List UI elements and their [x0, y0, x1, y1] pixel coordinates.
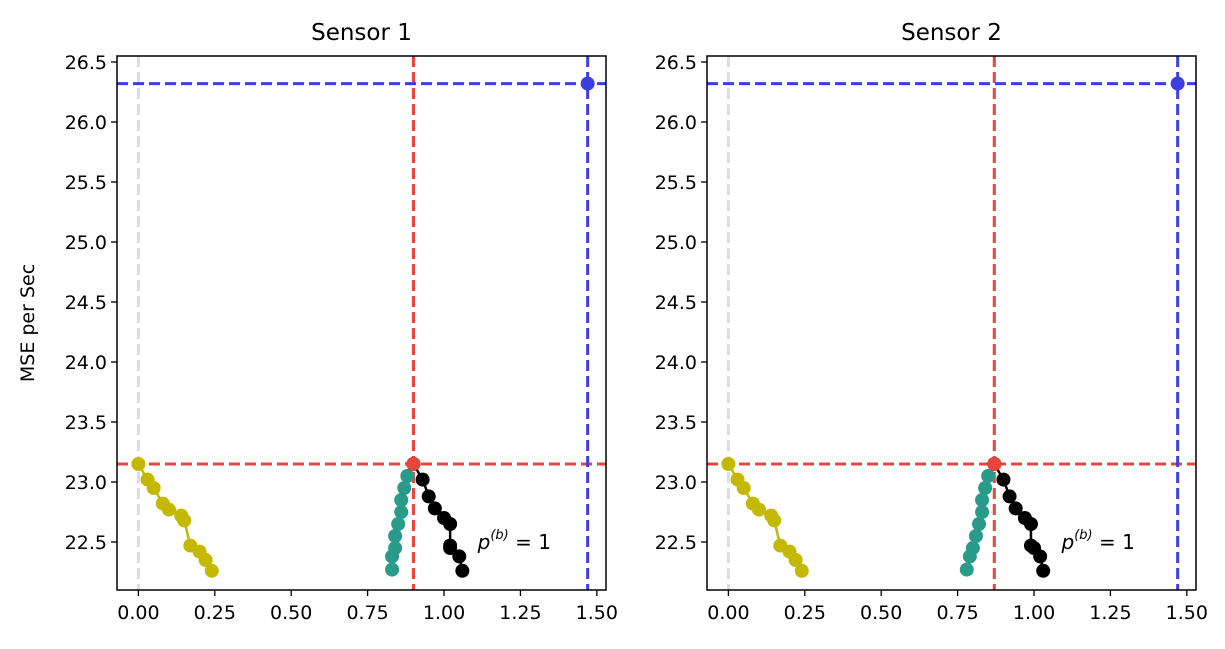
annotation-label: p(b) = 1: [477, 528, 551, 554]
data-point: [385, 562, 400, 577]
data-point: [788, 553, 803, 567]
y-tick-label: 26.0: [655, 112, 697, 134]
data-point: [968, 529, 983, 543]
data-point: [421, 489, 436, 504]
y-tick-label: 23.0: [655, 472, 697, 494]
data-point: [427, 501, 442, 516]
y-tick-label: 24.0: [655, 352, 697, 374]
x-tick-label: 1.50: [576, 602, 618, 624]
data-point: [455, 563, 470, 578]
x-tick-label: 1.25: [499, 602, 541, 624]
data-point: [975, 493, 990, 507]
data-point: [198, 553, 213, 567]
data-point: [794, 563, 809, 578]
y-tick-label: 24.0: [65, 352, 107, 374]
data-point: [996, 472, 1011, 487]
data-point: [1036, 563, 1051, 578]
y-tick-label: 25.5: [655, 172, 697, 194]
y-tick-label: 24.5: [65, 292, 107, 314]
data-point: [736, 481, 751, 495]
chart-title: Sensor 2: [901, 20, 1002, 46]
annotation-label: p(b) = 1: [1061, 528, 1135, 554]
data-point: [751, 502, 766, 517]
data-point: [972, 517, 987, 531]
axes-frame: [116, 55, 607, 591]
x-tick-label: 1.25: [1089, 602, 1131, 624]
y-axis-label: MSE per Sec: [17, 264, 39, 382]
chart-panel-1: 0.00 0.25 0.50 0.75 1.00 1.25 1.50 22.5 23.0 23.5…: [17, 20, 618, 624]
data-point: [391, 517, 406, 531]
data-point: [400, 469, 415, 483]
data-point: [767, 513, 782, 528]
data-point: [978, 481, 993, 495]
chart-panel-2: 0.00 0.25 0.50 0.75 1.00 1.25 1.50 22.5 23.0 23.5…: [655, 20, 1208, 624]
data-point: [959, 562, 974, 577]
data-point: [397, 481, 412, 495]
data-point: [146, 481, 161, 495]
x-tick-label: 0.50: [860, 602, 902, 624]
data-point: [452, 549, 467, 564]
data-point: [394, 493, 409, 507]
data-point: [1023, 517, 1038, 531]
chart-title: Sensor 1: [311, 20, 412, 46]
data-point: [177, 513, 192, 528]
x-tick-label: 0.25: [194, 602, 236, 624]
y-tick-label: 23.5: [65, 412, 107, 434]
data-point: [131, 457, 146, 471]
x-tick-label: 0.00: [707, 602, 749, 624]
data-point: [1008, 501, 1023, 516]
plot-area: [707, 56, 1196, 590]
y-tick-label: 25.5: [65, 172, 107, 194]
axes-frame: [706, 55, 1197, 591]
data-point: [388, 529, 403, 543]
data-point: [1170, 76, 1185, 91]
data-point: [721, 457, 736, 471]
x-tick-label: 0.75: [346, 602, 388, 624]
y-tick-label: 22.5: [655, 532, 697, 554]
data-point: [385, 549, 400, 564]
data-point: [161, 502, 176, 517]
y-tick-label: 22.5: [65, 532, 107, 554]
x-tick-label: 0.25: [784, 602, 826, 624]
plot-area: [117, 56, 606, 590]
y-tick-label: 26.5: [65, 52, 107, 74]
data-point: [1033, 549, 1048, 564]
data-point: [204, 563, 219, 578]
y-tick-label: 23.0: [65, 472, 107, 494]
data-point: [443, 517, 458, 531]
y-tick-label: 26.0: [65, 112, 107, 134]
data-point: [394, 505, 409, 519]
y-tick-label: 24.5: [655, 292, 697, 314]
y-tick-label: 25.0: [655, 232, 697, 254]
x-tick-label: 1.00: [423, 602, 465, 624]
x-tick-label: 1.50: [1166, 602, 1208, 624]
data-point: [1002, 489, 1017, 504]
data-point: [962, 549, 977, 564]
y-tick-label: 25.0: [65, 232, 107, 254]
data-point: [406, 457, 421, 471]
data-point: [580, 76, 595, 91]
x-tick-label: 0.50: [270, 602, 312, 624]
y-tick-label: 23.5: [655, 412, 697, 434]
x-tick-label: 0.75: [936, 602, 978, 624]
x-tick-label: 0.00: [117, 602, 159, 624]
data-point: [987, 457, 1002, 471]
y-tick-label: 26.5: [655, 52, 697, 74]
x-tick-label: 1.00: [1013, 602, 1055, 624]
data-point: [975, 505, 990, 519]
data-point: [415, 472, 430, 487]
data-point: [981, 469, 996, 483]
data-point: [443, 541, 458, 555]
